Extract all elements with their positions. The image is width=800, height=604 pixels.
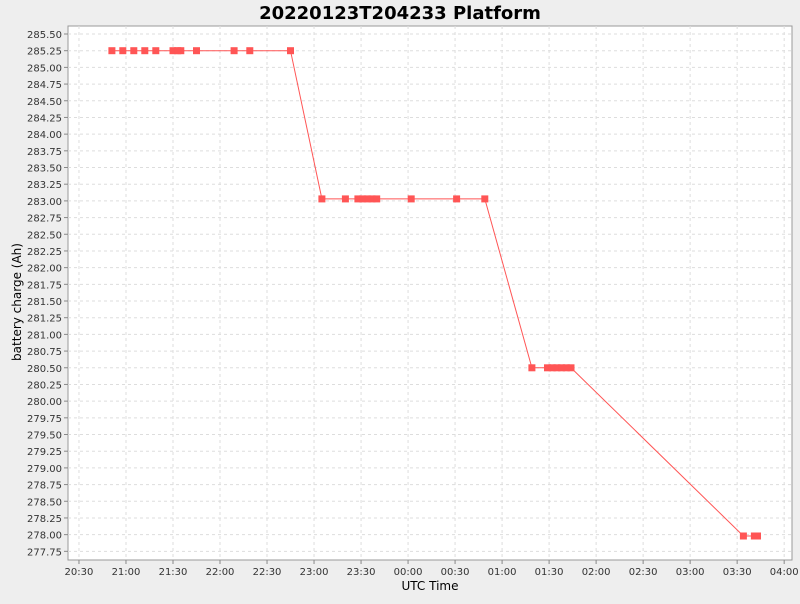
y-tick-label: 284.75 xyxy=(27,80,62,91)
x-tick-label: 04:00 xyxy=(770,567,799,578)
x-tick-label: 00:00 xyxy=(394,567,423,578)
chart-title: 20220123T204233 Platform xyxy=(259,3,541,24)
y-tick-label: 278.00 xyxy=(27,531,62,542)
y-tick-label: 278.25 xyxy=(27,514,62,525)
y-tick-label: 279.50 xyxy=(27,431,62,442)
y-tick-label: 283.75 xyxy=(27,147,62,158)
y-tick-label: 282.50 xyxy=(27,230,62,241)
y-tick-label: 279.00 xyxy=(27,464,62,475)
data-point xyxy=(368,195,376,203)
plot-area xyxy=(67,25,793,561)
y-tick-label: 282.75 xyxy=(27,214,62,225)
data-point xyxy=(407,195,415,203)
data-point xyxy=(548,364,556,372)
x-tick-label: 02:00 xyxy=(582,567,611,578)
x-tick-label: 00:30 xyxy=(441,567,470,578)
y-tick-label: 282.25 xyxy=(27,247,62,258)
data-point xyxy=(553,364,561,372)
data-point xyxy=(359,195,367,203)
x-tick-label: 23:30 xyxy=(347,567,376,578)
data-point xyxy=(177,47,185,55)
y-tick-label: 280.25 xyxy=(27,380,62,391)
x-axis: 20:30 21:00 21:30 22:00 22:30 23:00 23:30 00:00… xyxy=(65,560,799,578)
x-tick-label: 22:00 xyxy=(206,567,235,578)
y-tick-label: 285.00 xyxy=(27,63,62,74)
data-point xyxy=(287,47,294,55)
data-point xyxy=(152,47,160,55)
data-point xyxy=(544,364,551,372)
data-point xyxy=(141,47,149,55)
x-tick-label: 22:30 xyxy=(253,567,282,578)
y-tick-label: 280.75 xyxy=(27,347,62,358)
x-tick-label: 01:30 xyxy=(535,567,564,578)
y-tick-label: 279.25 xyxy=(27,447,62,458)
grid xyxy=(68,26,792,560)
data-point xyxy=(754,532,761,540)
x-axis-label: UTC Time xyxy=(402,579,459,593)
y-tick-label: 280.00 xyxy=(27,397,62,408)
y-tick-label: 285.50 xyxy=(27,30,62,41)
y-tick-label: 278.50 xyxy=(27,497,62,508)
data-point xyxy=(528,364,536,372)
data-point xyxy=(567,364,575,372)
y-tick-label: 283.25 xyxy=(27,180,62,191)
data-point xyxy=(363,195,371,203)
y-tick-label: 285.25 xyxy=(27,47,62,58)
data-point xyxy=(354,195,362,203)
x-tick-label: 03:00 xyxy=(676,567,705,578)
data-point xyxy=(119,47,127,55)
y-tick-label: 280.50 xyxy=(27,364,62,375)
data-point xyxy=(453,195,461,203)
y-tick-label: 282.00 xyxy=(27,264,62,275)
series-battery-charge xyxy=(108,47,761,540)
data-point xyxy=(739,532,747,540)
data-point xyxy=(373,195,381,203)
data-point xyxy=(481,195,489,203)
y-tick-label: 281.50 xyxy=(27,297,62,308)
y-tick-label: 278.75 xyxy=(27,481,62,492)
y-tick-label: 279.75 xyxy=(27,414,62,425)
y-tick-label: 281.25 xyxy=(27,314,62,325)
y-tick-label: 281.00 xyxy=(27,330,62,341)
x-tick-label: 21:00 xyxy=(112,567,141,578)
x-tick-label: 23:00 xyxy=(300,567,329,578)
data-point xyxy=(193,47,200,55)
y-tick-label: 277.75 xyxy=(27,547,62,558)
x-tick-label: 20:30 xyxy=(65,567,94,578)
y-tick-label: 284.25 xyxy=(27,113,62,124)
data-point xyxy=(558,364,566,372)
y-tick-label: 283.50 xyxy=(27,164,62,175)
data-point xyxy=(246,47,254,55)
y-axis-label: battery charge (Ah) xyxy=(10,243,24,361)
y-axis: 277.75 278.00 278.25 278.50 278.75 279.00 279.… xyxy=(27,30,68,558)
y-tick-label: 284.50 xyxy=(27,97,62,108)
data-point xyxy=(562,364,570,372)
data-point xyxy=(130,47,138,55)
data-point xyxy=(230,47,238,55)
data-point xyxy=(108,47,116,55)
data-point xyxy=(318,195,326,203)
y-tick-label: 284.00 xyxy=(27,130,62,141)
x-tick-label: 21:30 xyxy=(159,567,188,578)
x-tick-label: 02:30 xyxy=(629,567,658,578)
x-tick-label: 01:00 xyxy=(488,567,517,578)
x-tick-label: 03:30 xyxy=(723,567,752,578)
y-tick-label: 281.75 xyxy=(27,280,62,291)
data-point xyxy=(169,47,177,55)
data-point xyxy=(341,195,349,203)
y-tick-label: 283.00 xyxy=(27,197,62,208)
